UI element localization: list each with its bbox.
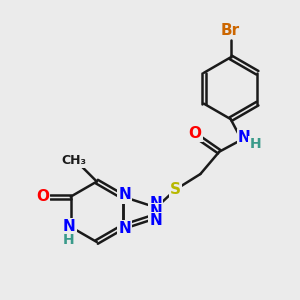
Text: N: N <box>238 130 251 146</box>
Text: Br: Br <box>221 23 240 38</box>
Text: N: N <box>118 221 131 236</box>
Text: N: N <box>149 213 162 228</box>
Text: N: N <box>118 188 131 202</box>
Text: S: S <box>170 182 181 197</box>
Text: H: H <box>250 137 261 151</box>
Text: H: H <box>63 233 75 247</box>
Text: O: O <box>36 189 49 204</box>
Text: N: N <box>149 196 162 211</box>
Text: O: O <box>189 126 202 141</box>
Text: N: N <box>149 204 162 219</box>
Text: N: N <box>63 219 75 234</box>
Text: CH₃: CH₃ <box>61 154 86 167</box>
